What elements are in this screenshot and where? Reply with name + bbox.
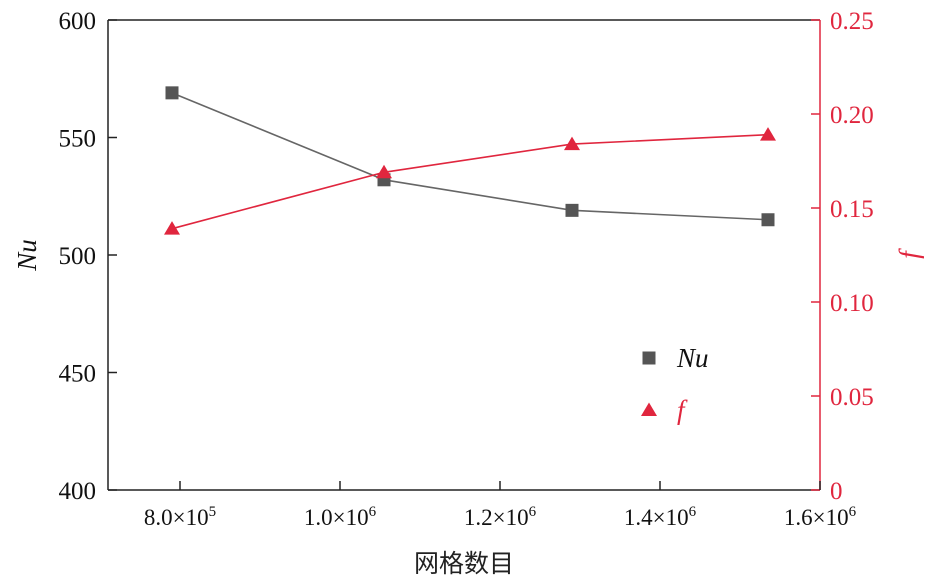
y-left-tick-label: 450	[59, 361, 97, 388]
data-point-nu	[165, 86, 179, 100]
legend-label-nu: Nu	[676, 343, 709, 373]
y-right-axis-title: f	[894, 248, 924, 259]
x-tick-label: 1.4×106	[624, 504, 697, 530]
axes: 400 450 500 550 600 0 0.05 0.10 0.15 0.20 0.25 8.0×…	[12, 8, 924, 578]
x-tick-label: 1.6×106	[784, 504, 857, 530]
y-right-tick-label: 0.05	[830, 384, 874, 411]
series-line-f	[171, 133, 769, 230]
series-line-nu	[171, 92, 769, 221]
data-point-f	[564, 136, 580, 151]
data-point-f	[376, 164, 392, 179]
y-right-tick-label: 0	[830, 478, 843, 505]
y-left-tick-label: 500	[59, 243, 97, 270]
data-point-f	[164, 221, 180, 235]
y-right-tick-label: 0.15	[830, 196, 874, 223]
data-point-f	[760, 127, 776, 141]
y-left-axis-title: Nu	[12, 239, 42, 272]
y-left-tick-label: 400	[59, 478, 97, 505]
series-layer	[164, 86, 776, 235]
x-tick-label: 8.0×105	[144, 504, 216, 530]
y-right-tick-label: 0.20	[830, 102, 874, 129]
x-axis-title: 网格数目	[414, 549, 514, 578]
data-point-nu	[761, 213, 775, 227]
legend-label-f: f	[677, 395, 688, 425]
legend: Nu f	[641, 343, 709, 425]
y-left-tick-label: 550	[59, 126, 97, 153]
data-point-nu	[565, 203, 579, 217]
y-right-tick-label: 0.10	[830, 290, 874, 317]
legend-marker-nu	[642, 351, 656, 365]
y-right-tick-label: 0.25	[830, 8, 874, 35]
x-tick-label: 1.2×106	[464, 504, 537, 530]
legend-marker-f	[641, 402, 657, 416]
y-left-tick-label: 600	[59, 8, 97, 35]
x-tick-label: 1.0×106	[304, 504, 377, 530]
